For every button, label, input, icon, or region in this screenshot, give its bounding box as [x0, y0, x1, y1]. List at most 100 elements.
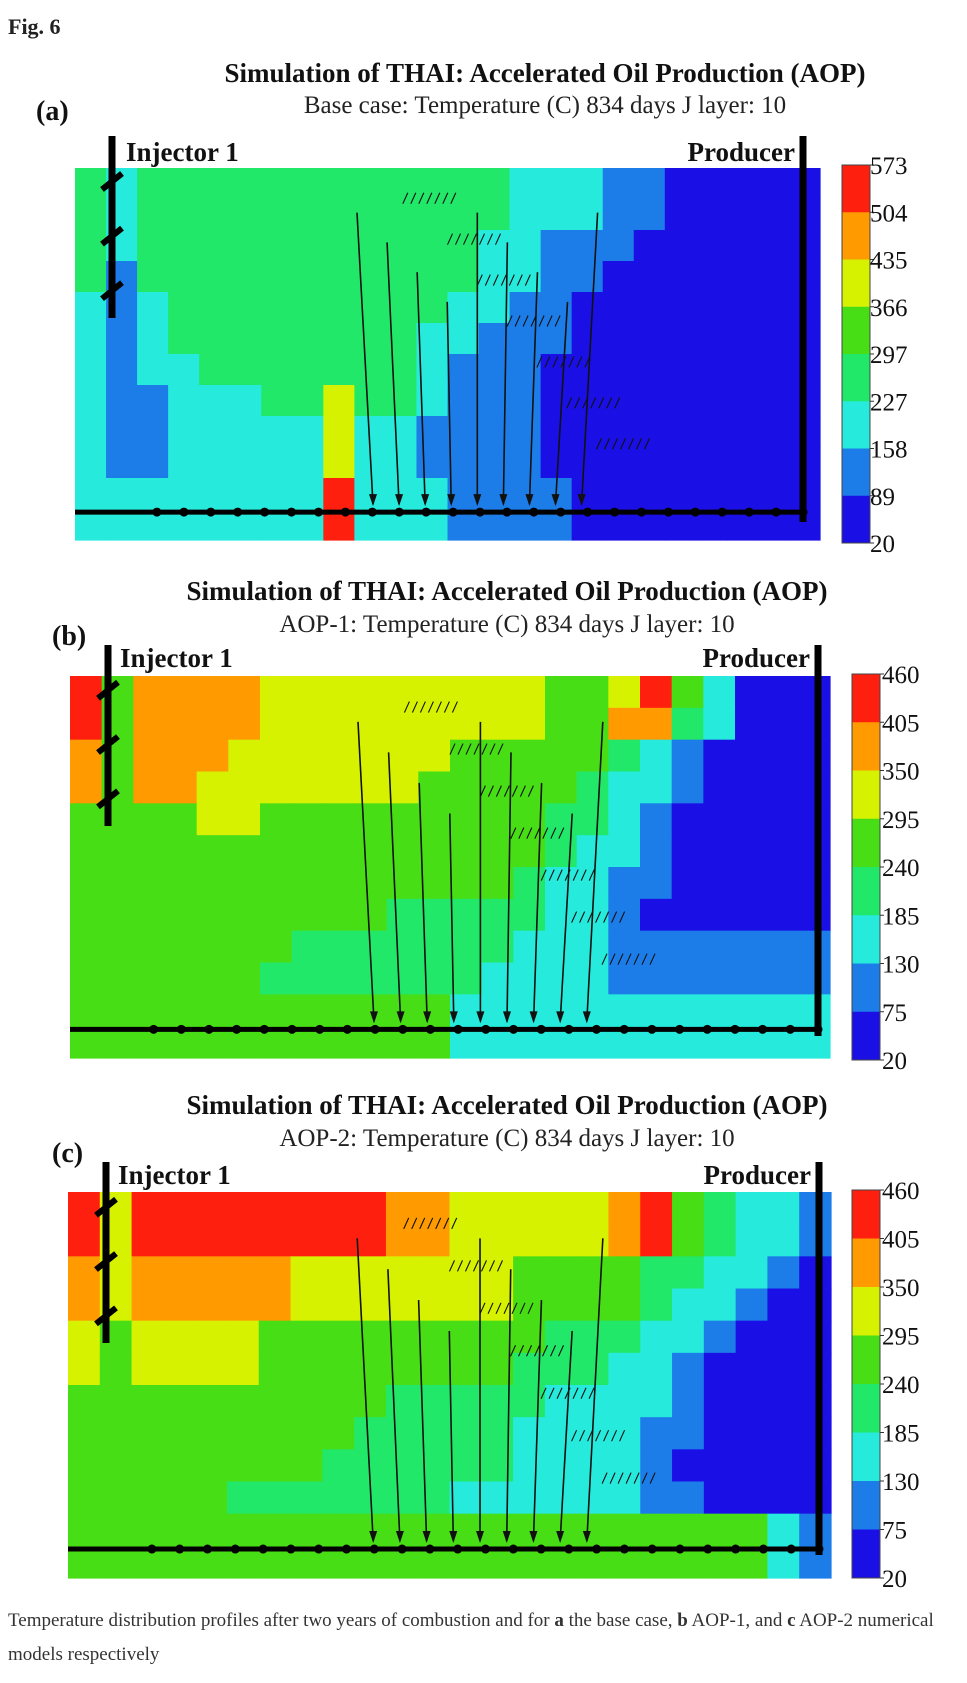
heatmap-cell	[385, 416, 418, 448]
colorbar-segment	[842, 354, 870, 402]
flow-vector	[586, 721, 604, 1022]
flow-tick	[434, 192, 441, 204]
well-perforation	[453, 1024, 463, 1034]
heatmap-cell	[703, 1320, 737, 1354]
heatmap-cell	[447, 168, 480, 200]
heatmap-cell	[416, 261, 449, 293]
flow-vector-head	[449, 1011, 458, 1024]
well-perforation	[637, 507, 646, 517]
heatmap-cell	[447, 416, 480, 448]
heatmap-cell	[195, 1320, 228, 1354]
heatmap-cell	[798, 803, 831, 836]
heatmap-cell	[545, 707, 578, 741]
flow-tick	[419, 1217, 426, 1230]
well-perforation	[744, 507, 754, 517]
heatmap-cell	[196, 867, 229, 900]
heatmap-cell	[509, 385, 542, 417]
colorbar: 573 504 435 366 297 227 158 89 20	[841, 153, 908, 558]
heatmap-cell	[799, 1352, 832, 1386]
heatmap-cell	[290, 1224, 323, 1257]
heatmap-cell	[509, 230, 542, 262]
colorbar-segment	[842, 165, 870, 213]
flow-tick	[457, 743, 464, 755]
heatmap-cell	[757, 385, 790, 417]
heatmap-cell	[260, 676, 293, 709]
heatmap-cell	[799, 1417, 832, 1450]
flow-tick	[508, 274, 515, 286]
heatmap-cell	[258, 1320, 292, 1354]
producer-label: Producer	[704, 1160, 811, 1190]
heatmap-cell	[292, 230, 324, 262]
heatmap-cell	[633, 478, 666, 510]
heatmap-cell	[386, 994, 419, 1027]
heatmap-cell	[196, 962, 229, 995]
heatmap-cell	[195, 1417, 228, 1450]
well-perforation	[703, 1544, 713, 1554]
colorbar-segment	[852, 1011, 880, 1061]
heatmap-cell	[131, 1385, 164, 1418]
heatmap-cell	[290, 1449, 323, 1483]
heatmap-cell	[260, 771, 293, 804]
heatmap-cell	[640, 707, 673, 741]
panel-title: Simulation of THAI: Accelerated Oil Prod…	[187, 1090, 828, 1120]
heatmap-cell	[671, 835, 704, 868]
flow-tick	[480, 1260, 488, 1272]
heatmap-cell	[354, 354, 387, 386]
heatmap-cell	[168, 447, 200, 479]
heatmap-cell	[671, 867, 704, 900]
heatmap-cell	[291, 994, 324, 1027]
heatmap-cell	[261, 323, 293, 355]
heatmap-cell	[418, 771, 451, 804]
heatmap-cell	[726, 447, 759, 479]
well-perforation	[175, 1544, 185, 1554]
colorbar-tick-label: 185	[882, 1421, 920, 1448]
heatmap-cell	[513, 898, 546, 932]
heatmap-cell	[640, 1320, 673, 1354]
heatmap-cell	[540, 168, 573, 200]
heatmap-cell	[196, 803, 229, 836]
heatmap-cell	[576, 1320, 610, 1354]
heatmap-cell	[608, 1256, 641, 1290]
well-perforation	[425, 1544, 435, 1554]
heatmap-cell	[798, 994, 831, 1027]
heatmap-cell	[68, 1417, 101, 1450]
heatmap-cell	[261, 168, 293, 200]
injector-label: Injector 1	[126, 137, 239, 167]
heatmap-cell	[726, 292, 759, 324]
well-perforation	[259, 1024, 269, 1034]
heatmap-cell	[576, 994, 609, 1027]
heatmap-cell	[386, 739, 419, 773]
heatmap-cell	[137, 447, 169, 479]
heatmap-cell	[695, 261, 728, 293]
heatmap-cell	[323, 416, 355, 448]
heatmap-cell	[540, 323, 573, 355]
heatmap-cell	[576, 1288, 610, 1322]
heatmap-cell	[513, 867, 546, 900]
heatmap-cell	[447, 292, 480, 324]
heatmap-cell	[165, 676, 198, 709]
heatmap-cell	[196, 835, 229, 868]
well-perforation	[647, 1544, 657, 1554]
well-perforation	[536, 1544, 546, 1554]
heatmap-cell	[323, 199, 355, 231]
subtitle-lead: Base case:	[304, 92, 415, 119]
heatmap-cell	[75, 354, 107, 386]
heatmap-cell	[133, 962, 166, 995]
flow-vector	[418, 782, 428, 1022]
heatmap-cell	[418, 676, 451, 709]
heatmap-cell	[70, 930, 103, 964]
heatmap-cell	[196, 930, 229, 964]
heatmap-cell	[99, 1352, 133, 1386]
flow-vector	[532, 1300, 543, 1542]
well-perforation	[619, 1544, 629, 1554]
flow-tick	[403, 701, 410, 713]
heatmap-cell	[131, 1256, 164, 1290]
heatmap-cell	[545, 930, 578, 964]
heatmap-cell	[766, 994, 799, 1027]
flow-tick	[488, 1260, 496, 1272]
heatmap-cell	[672, 1192, 705, 1225]
heatmap-cell	[290, 1385, 323, 1418]
heatmap-cell	[323, 323, 355, 355]
heatmap-cell	[447, 478, 480, 510]
heatmap-cell	[481, 771, 514, 804]
